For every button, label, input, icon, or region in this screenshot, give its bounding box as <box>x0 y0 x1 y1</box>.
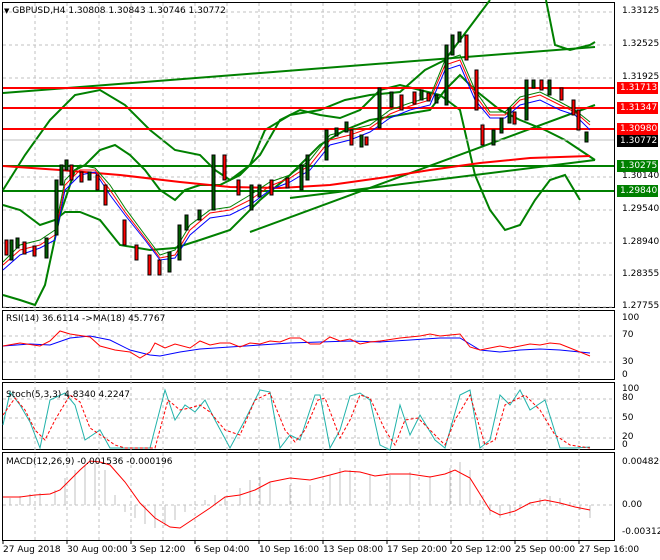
price-tick: 1.32525 <box>622 39 660 49</box>
macd-tick: -0.003124 <box>622 527 660 537</box>
level-label-red: 1.31713 <box>617 82 658 94</box>
macd-tick: 0.00 <box>622 500 643 510</box>
time-tick: 27 Sep 16:00 <box>579 545 640 555</box>
price-tick: 1.29540 <box>622 204 660 214</box>
stoch-tick: 20 <box>622 432 634 442</box>
rsi-tick: 30 <box>622 357 634 367</box>
macd-histogram <box>9 462 591 528</box>
price-tick: 1.33125 <box>622 6 660 16</box>
stoch-tick: 50 <box>622 413 634 423</box>
stoch-label: Stoch(5,3,3) 4.8340 4.2247 <box>6 390 131 400</box>
time-tick: 25 Sep 00:00 <box>515 545 576 555</box>
rsi-label: RSI(14) 36.6114 ->MA(18) 45.7767 <box>6 314 166 324</box>
chart-header: ▼ GBPUSD,H4 1.30808 1.30843 1.30746 1.30… <box>4 6 226 17</box>
price-tick: 1.30140 <box>622 171 660 181</box>
rsi-tick: 0 <box>622 370 628 380</box>
rsi-lines <box>2 330 591 359</box>
price-tick: 1.31925 <box>622 72 660 82</box>
level-label-red: 1.30980 <box>617 123 658 135</box>
candles <box>4 31 589 276</box>
current-price-label: 1.30772 <box>617 135 658 147</box>
close-value: 1.30772 <box>188 6 226 16</box>
low-value: 1.30746 <box>148 6 186 16</box>
level-label-green: 1.29840 <box>617 185 658 197</box>
bollinger-bands <box>2 0 596 307</box>
time-tick: 27 Aug 2018 <box>3 545 61 555</box>
time-tick: 6 Sep 04:00 <box>195 545 250 555</box>
symbol-label: GBPUSD,H4 <box>12 6 66 16</box>
macd-tick: 0.004826 <box>622 457 660 467</box>
stoch-tick: 80 <box>622 393 634 403</box>
open-value: 1.30808 <box>68 6 106 16</box>
stochastic-lines <box>2 388 591 451</box>
price-tick: 1.27755 <box>622 301 660 311</box>
stoch-tick: 0 <box>622 440 628 450</box>
panel-frames <box>2 2 615 541</box>
time-axis-ticks <box>2 540 580 544</box>
high-value: 1.30843 <box>108 6 146 16</box>
time-tick: 10 Sep 16:00 <box>259 545 320 555</box>
price-tick: 1.28355 <box>622 269 660 279</box>
time-tick: 17 Sep 20:00 <box>387 545 448 555</box>
stoch-tick: 100 <box>622 384 640 394</box>
time-tick: 30 Aug 00:00 <box>67 545 128 555</box>
price-tick: 1.28940 <box>622 237 660 247</box>
rsi-tick: 70 <box>622 330 634 340</box>
time-tick: 3 Sep 12:00 <box>131 545 186 555</box>
collapse-triangle-icon[interactable]: ▼ <box>4 7 10 15</box>
level-label-green: 1.30275 <box>617 160 658 172</box>
time-tick: 20 Sep 12:00 <box>451 545 512 555</box>
rsi-tick: 100 <box>622 313 640 323</box>
level-label-red: 1.31347 <box>617 102 658 114</box>
macd-label: MACD(12,26,9) -0.001536 -0.000196 <box>6 457 173 467</box>
macd-signal-line <box>3 460 591 529</box>
time-tick: 13 Sep 08:00 <box>323 545 384 555</box>
